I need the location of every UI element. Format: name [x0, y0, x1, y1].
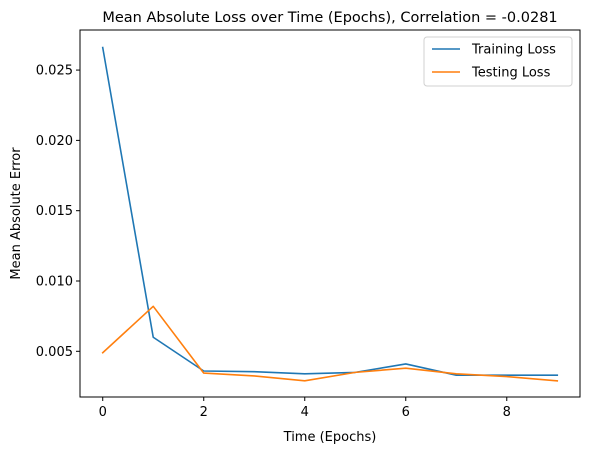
y-tick-label: 0.025 [36, 64, 73, 79]
legend-box [423, 36, 573, 87]
y-axis-label: Mean Absolute Error [9, 147, 24, 280]
series-line-training-loss [101, 46, 559, 377]
x-tick-label: 2 [200, 405, 208, 420]
x-tick-label: 6 [402, 405, 410, 420]
series-layer [101, 46, 559, 382]
x-axis-label: Time (Epochs) [283, 430, 377, 445]
y-tick-label: 0.020 [36, 134, 73, 149]
y-axis: 0.005 0.010 0.015 0.020 0.025 [36, 64, 80, 360]
x-tick-label: 4 [301, 405, 309, 420]
y-tick-label: 0.010 [36, 274, 73, 289]
x-axis: 0 2 4 6 8 [99, 397, 511, 420]
x-tick-label: 8 [503, 405, 511, 420]
y-tick-label: 0.015 [36, 204, 73, 219]
legend-entry: Training Loss [471, 43, 556, 58]
legend: Training Loss Testing Loss [423, 36, 573, 87]
y-tick-label: 0.005 [36, 345, 73, 360]
chart-title: Mean Absolute Loss over Time (Epochs), C… [102, 10, 557, 26]
x-tick-label: 0 [99, 405, 107, 420]
series-line-testing-loss [101, 305, 559, 382]
legend-entry: Testing Loss [471, 66, 551, 81]
plot-frame [79, 29, 581, 398]
